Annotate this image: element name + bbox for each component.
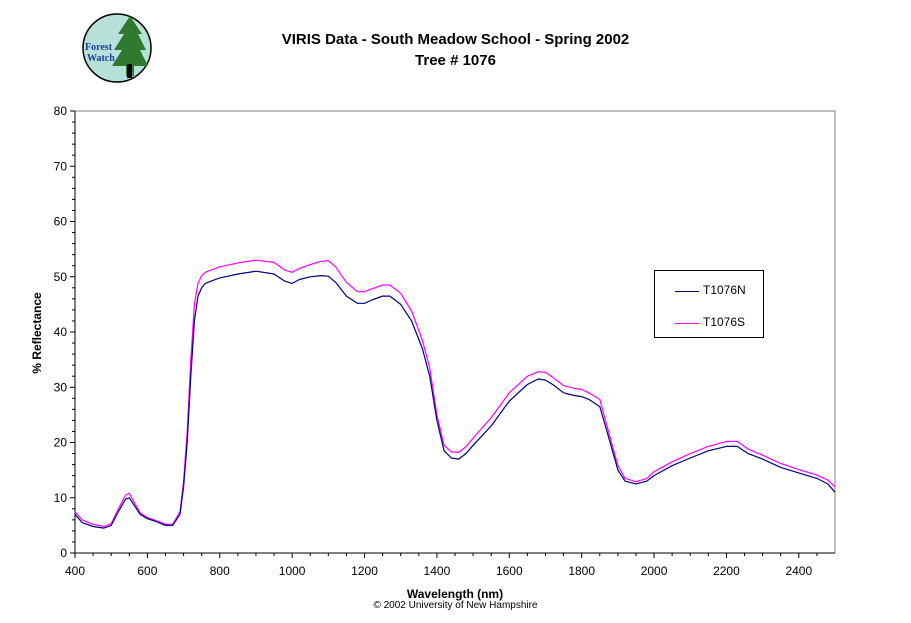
x-tick-label: 2200 <box>713 564 740 578</box>
chart-subtitle: Tree # 1076 <box>415 52 496 69</box>
series-line-t1076n <box>74 270 836 529</box>
copyright-notice: © 2002 University of New Hampshire <box>373 600 538 611</box>
y-tick-label: 30 <box>54 380 68 394</box>
x-tick-label: 600 <box>137 564 157 578</box>
legend-swatch-t1076n <box>675 291 699 292</box>
x-tick-label: 1000 <box>279 564 306 578</box>
logo-text-line2: Watch <box>87 53 115 64</box>
y-tick-label: 70 <box>54 159 68 173</box>
y-tick-label: 60 <box>54 215 68 229</box>
legend: T1076N T1076S <box>654 270 764 338</box>
chart-title: VIRIS Data - South Meadow School - Sprin… <box>281 31 630 48</box>
series-line-t1076s <box>74 259 836 528</box>
x-tick-label: 1800 <box>568 564 595 578</box>
logo-text-line1: Forest <box>85 42 113 53</box>
legend-label-t1076s: T1076S <box>703 315 746 329</box>
tree-icon <box>112 16 148 78</box>
x-tick-label: 1400 <box>424 564 451 578</box>
y-axis-label: % Reflectance <box>30 292 44 374</box>
y-tick-label: 0 <box>60 546 67 560</box>
y-tick-label: 40 <box>54 325 68 339</box>
y-axis: 0 10 20 30 40 50 60 70 80 <box>54 104 75 560</box>
legend-swatch-t1076s <box>675 323 699 324</box>
y-tick-label: 50 <box>54 270 68 284</box>
y-tick-label: 10 <box>54 491 68 505</box>
x-tick-label: 1200 <box>351 564 378 578</box>
x-axis: 400 600 800 1000 1200 1400 1600 1800 2000 2200 240… <box>65 553 818 578</box>
y-tick-label: 80 <box>54 104 68 118</box>
y-tick-label: 20 <box>54 436 68 450</box>
series-lines <box>74 259 836 529</box>
x-tick-label: 1600 <box>496 564 523 578</box>
x-tick-label: 400 <box>65 564 85 578</box>
x-tick-label: 2000 <box>641 564 668 578</box>
x-axis-label: Wavelength (nm) <box>407 587 503 601</box>
legend-label-t1076n: T1076N <box>703 283 746 297</box>
x-tick-label: 800 <box>210 564 230 578</box>
x-tick-label: 2400 <box>785 564 812 578</box>
forest-watch-logo: Forest Watch <box>82 13 152 83</box>
